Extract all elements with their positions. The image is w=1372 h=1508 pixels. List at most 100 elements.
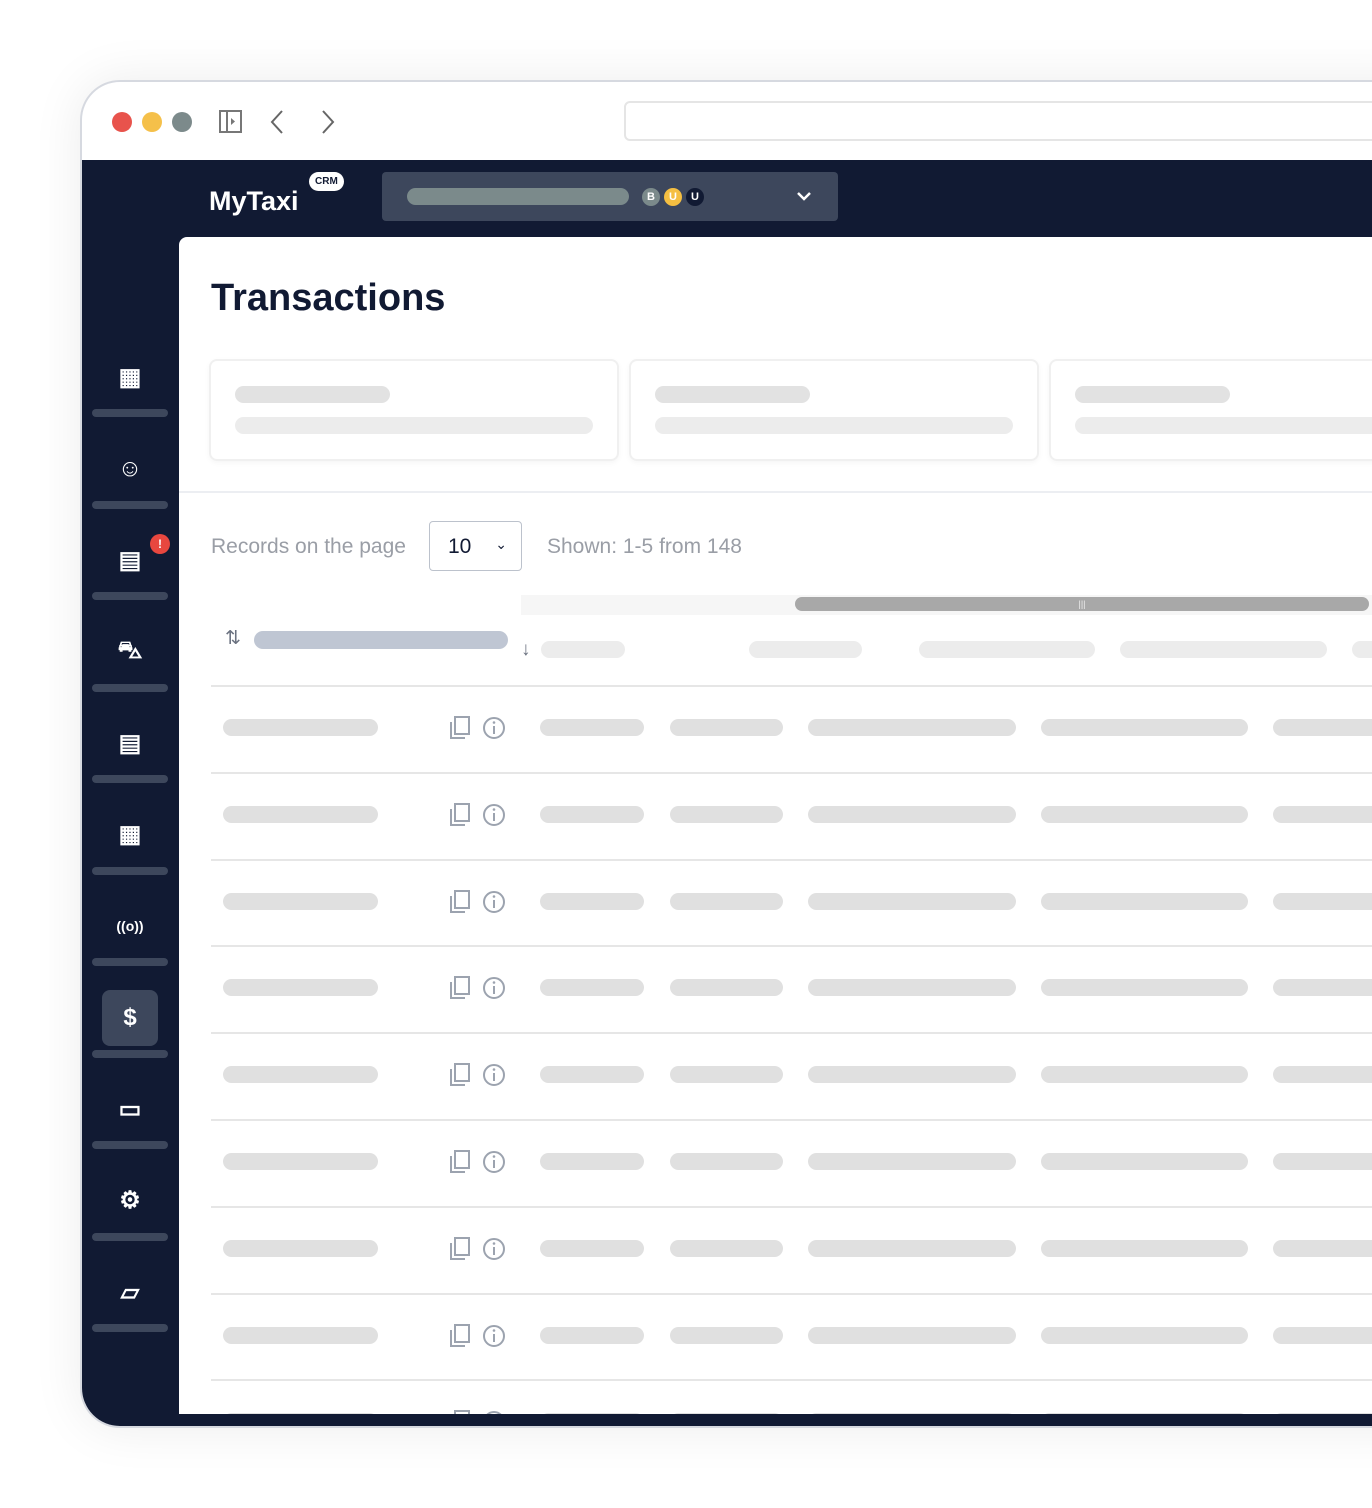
row-divider bbox=[211, 945, 1372, 948]
info-icon[interactable] bbox=[482, 716, 506, 745]
notification-badge: ! bbox=[150, 534, 170, 554]
cell-skeleton bbox=[1273, 1413, 1372, 1414]
sidebar-item[interactable]: ▤ bbox=[92, 713, 168, 773]
sidebar-item[interactable]: ▦ bbox=[92, 347, 168, 407]
stat-card bbox=[1049, 359, 1372, 461]
row-divider bbox=[211, 1205, 1372, 1208]
sidebar-label-skeleton bbox=[92, 1049, 168, 1058]
sidebar-item[interactable]: ((o)) bbox=[92, 896, 168, 956]
close-dot[interactable] bbox=[112, 112, 132, 132]
sidebar-label-skeleton bbox=[92, 866, 168, 875]
cell-skeleton bbox=[670, 979, 783, 997]
row-divider bbox=[211, 1032, 1372, 1035]
badge: U bbox=[686, 188, 704, 206]
cell-skeleton bbox=[670, 1066, 783, 1084]
horizontal-scrollbar[interactable]: ||| bbox=[521, 595, 1372, 615]
info-icon[interactable] bbox=[482, 1063, 506, 1092]
chevron-down-icon: ⌄ bbox=[495, 536, 507, 552]
records-per-page-select[interactable]: 10 ⌄ bbox=[429, 521, 522, 571]
row-divider bbox=[211, 1292, 1372, 1295]
copy-icon[interactable] bbox=[449, 889, 471, 919]
column-header-skeleton[interactable] bbox=[541, 641, 625, 658]
stat-card bbox=[209, 359, 619, 461]
cell-skeleton bbox=[1041, 1413, 1248, 1414]
main-content: Transactions Records on the page 10 ⌄ Sho… bbox=[179, 237, 1372, 1414]
cell-skeleton bbox=[808, 1326, 1016, 1344]
divider bbox=[179, 491, 1372, 493]
cell-skeleton bbox=[670, 1326, 783, 1344]
sidebar-item[interactable]: $ bbox=[102, 989, 158, 1046]
account-selector[interactable]: B U U bbox=[382, 172, 838, 221]
cell-skeleton bbox=[670, 892, 783, 910]
maximize-dot[interactable] bbox=[172, 112, 192, 132]
sidebar-item[interactable]: ▱ bbox=[92, 1262, 168, 1322]
cell-skeleton bbox=[1041, 1326, 1248, 1344]
sidebar-item[interactable]: ⛍ bbox=[92, 622, 168, 682]
records-value: 10 bbox=[448, 535, 472, 558]
badge: B bbox=[642, 188, 660, 206]
copy-icon[interactable] bbox=[449, 1236, 471, 1266]
back-icon[interactable] bbox=[269, 109, 285, 135]
row-divider bbox=[211, 858, 1372, 861]
cell-skeleton bbox=[808, 892, 1016, 910]
briefcase-icon: ▭ bbox=[118, 1095, 142, 1123]
scrollbar-thumb[interactable]: ||| bbox=[795, 597, 1369, 611]
column-header-skeleton[interactable] bbox=[1352, 641, 1372, 658]
sidebar-label-skeleton bbox=[92, 1232, 168, 1241]
cell-skeleton bbox=[1041, 892, 1248, 910]
cell-skeleton bbox=[540, 719, 644, 736]
copy-icon[interactable] bbox=[449, 1323, 471, 1353]
info-icon[interactable] bbox=[482, 1150, 506, 1179]
cell-skeleton bbox=[223, 892, 378, 910]
copy-icon[interactable] bbox=[449, 1150, 471, 1179]
copy-icon[interactable] bbox=[449, 1063, 471, 1092]
sidebar-toggle-icon[interactable] bbox=[219, 110, 243, 134]
copy-icon[interactable] bbox=[449, 976, 471, 1005]
column-header-skeleton[interactable] bbox=[919, 641, 1095, 658]
app: MyTaxi CRM B U U ▦ ☺ ▤! ⛍ ▤ ▦ ((o)) $ ▭ ⚙ ▱ Transa… bbox=[82, 160, 1372, 1426]
cell-skeleton bbox=[540, 1413, 644, 1414]
cell-skeleton bbox=[540, 1066, 644, 1084]
info-icon[interactable] bbox=[482, 890, 506, 919]
cell-skeleton bbox=[1273, 979, 1372, 997]
sidebar-item[interactable]: ▦ bbox=[92, 805, 168, 865]
sidebar-label-skeleton bbox=[92, 1141, 168, 1149]
sort-icon[interactable]: ⇅ bbox=[225, 628, 241, 649]
column-header-skeleton[interactable] bbox=[749, 641, 862, 658]
copy-icon[interactable] bbox=[449, 1410, 471, 1414]
sidebar-item[interactable]: ▤! bbox=[92, 530, 170, 590]
cell-skeleton bbox=[808, 1413, 1016, 1414]
report-icon: ▤ bbox=[118, 546, 142, 574]
cell-skeleton bbox=[223, 805, 378, 823]
row-divider bbox=[211, 1379, 1372, 1382]
transactions-icon: $ bbox=[123, 1003, 137, 1031]
minimize-dot[interactable] bbox=[142, 112, 162, 132]
account-name-skeleton bbox=[407, 188, 629, 205]
row-divider bbox=[211, 771, 1372, 774]
dashboard-icon: ▦ bbox=[118, 363, 142, 391]
cell-skeleton bbox=[223, 1239, 378, 1257]
cell-skeleton bbox=[540, 979, 644, 997]
car-icon: ⛍ bbox=[117, 636, 143, 664]
info-icon[interactable] bbox=[482, 976, 506, 1005]
cell-skeleton bbox=[540, 892, 644, 910]
sidebar-item[interactable]: ⚙ bbox=[92, 1171, 168, 1231]
copy-icon[interactable] bbox=[449, 802, 471, 832]
info-icon[interactable] bbox=[482, 803, 506, 832]
info-icon[interactable] bbox=[482, 1324, 506, 1353]
cell-skeleton bbox=[808, 805, 1016, 823]
sort-icon[interactable]: ↓ bbox=[521, 639, 531, 660]
sidebar-item[interactable]: ☺ bbox=[92, 439, 168, 499]
info-icon[interactable] bbox=[482, 1237, 506, 1266]
column-header-skeleton[interactable] bbox=[1120, 641, 1327, 658]
sidebar-label-skeleton bbox=[92, 1324, 168, 1332]
info-icon[interactable] bbox=[482, 1410, 506, 1414]
cell-skeleton bbox=[223, 1413, 378, 1414]
column-header-skeleton[interactable] bbox=[254, 631, 508, 649]
sidebar-item[interactable]: ▭ bbox=[92, 1079, 168, 1139]
copy-icon[interactable] bbox=[449, 716, 471, 745]
user-icon: ☺ bbox=[117, 454, 143, 482]
cell-skeleton bbox=[223, 719, 378, 736]
address-bar[interactable] bbox=[624, 101, 1372, 141]
forward-icon[interactable] bbox=[320, 109, 336, 135]
